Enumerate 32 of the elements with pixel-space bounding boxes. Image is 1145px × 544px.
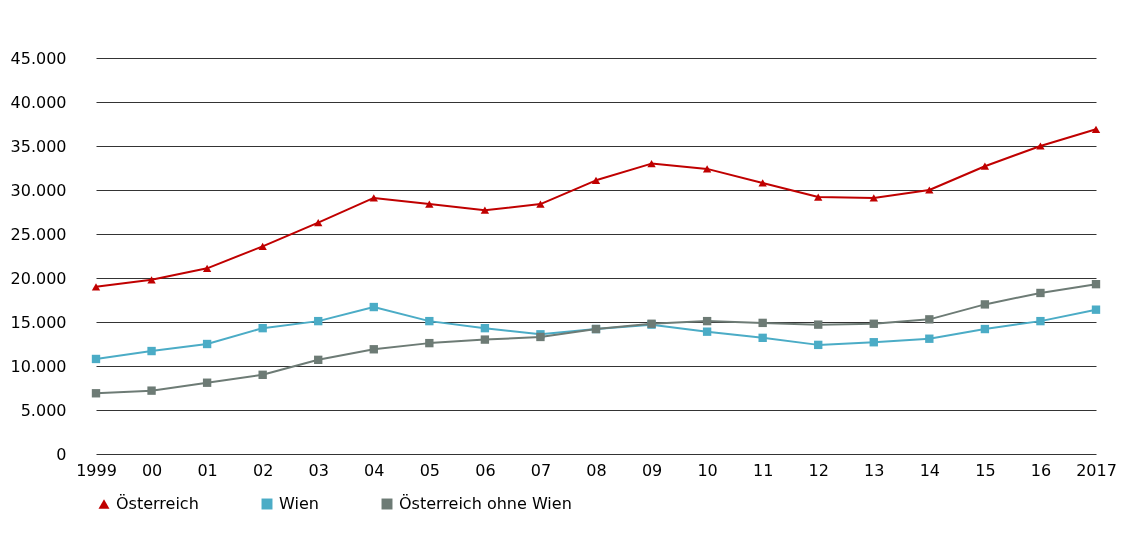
y-tick-label: 35.000	[10, 136, 67, 156]
x-tick-label: 1999	[76, 460, 117, 480]
x-tick-label: 07	[530, 460, 552, 480]
x-tick-label: 06	[475, 460, 496, 480]
x-tick-label: 15	[975, 460, 996, 480]
x-tick-label: 09	[641, 460, 663, 480]
x-tick-label: 05	[419, 460, 441, 480]
x-tick-label: 16	[1030, 460, 1052, 480]
y-tick-label: 45.000	[10, 48, 67, 68]
y-tick-label: 5.000	[20, 400, 67, 420]
legend-label: Österreich ohne Wien	[399, 494, 572, 513]
y-tick-label: 40.000	[10, 92, 67, 112]
x-tick-label: 11	[752, 460, 774, 480]
x-tick-label: 13	[864, 460, 885, 480]
x-tick-label: 12	[808, 460, 829, 480]
x-tick-label: 04	[364, 460, 385, 480]
legend-label: Wien	[279, 494, 319, 513]
x-tick-label: 10	[697, 460, 718, 480]
y-tick-label: 30.000	[10, 180, 67, 200]
y-tick-label: 0	[56, 444, 67, 464]
x-tick-label: 14	[919, 460, 941, 480]
legend-label: Österreich	[116, 494, 199, 513]
y-tick-label: 20.000	[10, 268, 67, 288]
y-tick-label: 10.000	[10, 356, 67, 376]
x-tick-label: 03	[308, 460, 329, 480]
x-tick-label: 02	[252, 460, 274, 480]
y-tick-label: 25.000	[10, 224, 67, 244]
x-tick-label: 01	[197, 460, 218, 480]
x-tick-label: 00	[141, 460, 163, 480]
y-tick-label: 15.000	[10, 312, 67, 332]
x-tick-label: 08	[586, 460, 607, 480]
x-tick-label: 2017	[1076, 460, 1117, 480]
